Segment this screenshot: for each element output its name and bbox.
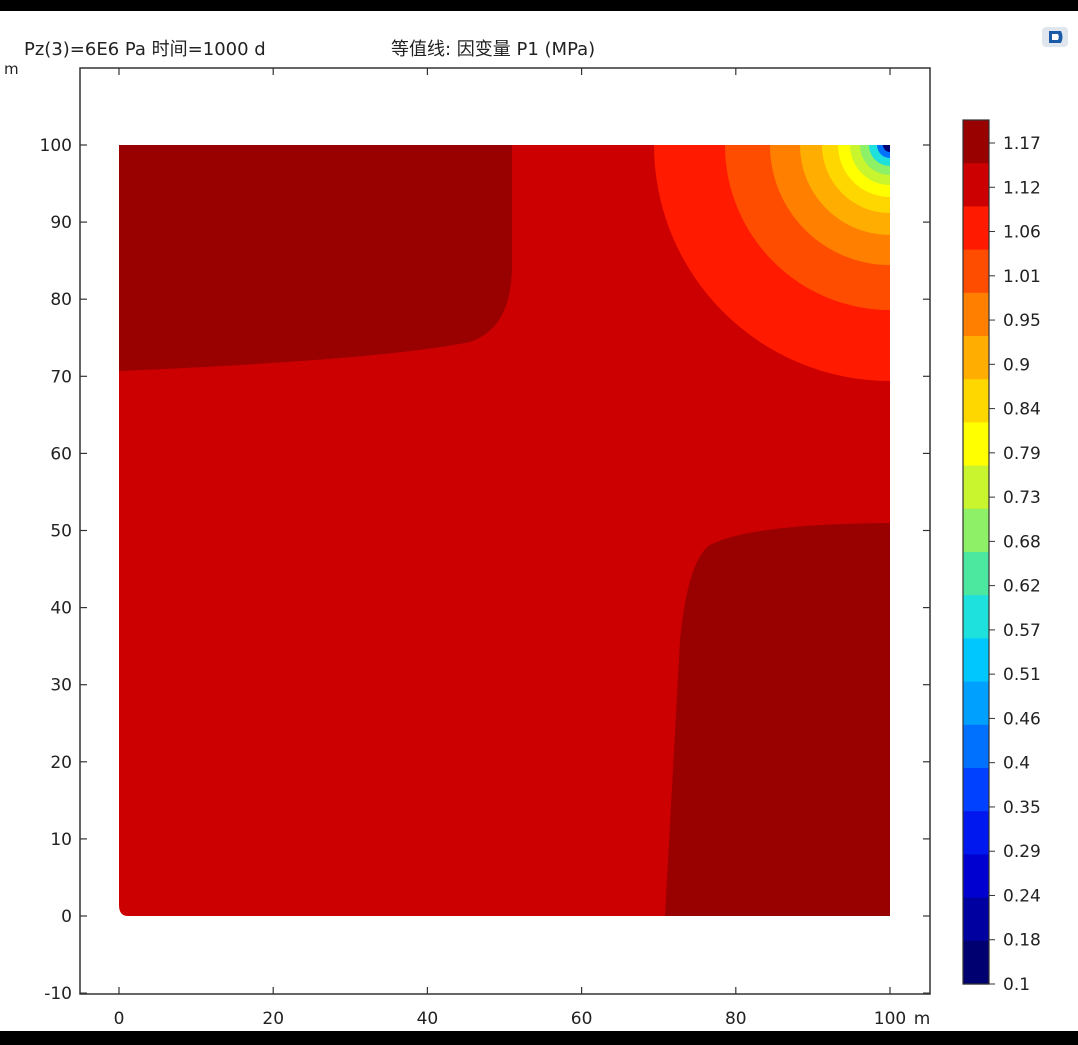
drawdown-rings — [654, 145, 890, 381]
colorbar-tick-label-12: 0.51 — [1003, 665, 1041, 685]
colorbar-tick-label-0: 1.17 — [1003, 134, 1041, 154]
y-tick-label-90: 90 — [50, 213, 72, 233]
y-tick-label-70: 70 — [50, 367, 72, 387]
y-tick-label-40: 40 — [50, 599, 72, 619]
x-tick-label-40: 40 — [417, 1009, 439, 1029]
region-upper-left-high — [119, 145, 512, 371]
y-tick-label-20: 20 — [50, 753, 72, 773]
colorbar-tick-label-17: 0.24 — [1003, 886, 1041, 906]
colorbar-tick-label-13: 0.46 — [1003, 709, 1041, 729]
bottom-black-bar — [0, 1031, 1078, 1045]
colorbar-band-2 — [963, 206, 989, 251]
colorbar-tick-label-3: 1.01 — [1003, 267, 1041, 287]
colorbar-band-5 — [963, 336, 989, 380]
colorbar-band-10 — [963, 552, 989, 596]
plot-parameter-label: Pz(3)=6E6 Pa 时间=1000 d — [24, 39, 266, 60]
y-tick-label-100: 100 — [40, 136, 72, 156]
ring-11 — [883, 145, 890, 152]
y-tick-label-60: 60 — [50, 444, 72, 464]
colorbar-tick-label-15: 0.35 — [1003, 798, 1041, 818]
colorbar-tick-label-2: 1.06 — [1003, 223, 1041, 243]
colorbar-band-0 — [963, 120, 989, 164]
colorbar-border — [962, 119, 990, 985]
colorbar-tick-label-7: 0.79 — [1003, 444, 1041, 464]
colorbar-band-11 — [963, 595, 989, 639]
colorbar-tick-label-4: 0.95 — [1003, 311, 1041, 331]
colorbar-tick-label-5: 0.9 — [1003, 355, 1030, 375]
y-tick-label--10: -10 — [44, 984, 72, 1004]
x-tick-label-100: 100 — [874, 1009, 906, 1029]
colorbar-tick-label-6: 0.84 — [1003, 400, 1041, 420]
colorbar-band-7 — [963, 422, 989, 467]
x-tick-label-20: 20 — [262, 1009, 284, 1029]
axis-ticks: 0 20 40 60 80 100 m -10 0 10 20 30 40 50 60 70 80 90 100 — [40, 68, 931, 1029]
x-tick-label-0: 0 — [114, 1009, 125, 1029]
x-tick-label-80: 80 — [725, 1009, 747, 1029]
y-tick-label-0: 0 — [61, 907, 72, 927]
y-tick-label-50: 50 — [50, 522, 72, 542]
x-unit-label: m — [914, 1009, 931, 1029]
colorbar-band-6 — [963, 379, 989, 423]
colorbar-tick-label-1: 1.12 — [1003, 178, 1041, 198]
colorbar-band-15 — [963, 768, 989, 812]
y-tick-label-10: 10 — [50, 830, 72, 850]
colorbar-band-3 — [963, 249, 989, 294]
colorbar-band-9 — [963, 508, 989, 553]
contour-field — [119, 145, 890, 916]
colorbar-band-19 — [963, 940, 989, 985]
colorbar-band-1 — [963, 163, 989, 207]
colorbar-band-13 — [963, 681, 989, 726]
region-lower-right-high — [665, 523, 890, 916]
app-logo-icon[interactable] — [1041, 25, 1069, 49]
colorbar-band-12 — [963, 638, 989, 683]
colorbar-band-4 — [963, 292, 989, 337]
y-tick-label-80: 80 — [50, 290, 72, 310]
y-unit-label: m — [4, 60, 19, 78]
colorbar-tick-label-11: 0.57 — [1003, 621, 1041, 641]
colorbar-band-18 — [963, 897, 989, 942]
y-tick-label-30: 30 — [50, 676, 72, 696]
colorbar-band-8 — [963, 465, 989, 510]
colorbar-tick-label-14: 0.4 — [1003, 754, 1030, 774]
colorbar-tick-label-19: 0.1 — [1003, 975, 1030, 995]
colorbar-tick-label-8: 0.73 — [1003, 488, 1041, 508]
colorbar: 1.17 1.12 1.06 1.01 0.95 0.9 0.84 0.79 0.73 0.68 0… — [963, 120, 1041, 995]
origin-notch — [119, 905, 128, 916]
top-black-bar — [0, 0, 1078, 11]
colorbar-tick-label-10: 0.62 — [1003, 577, 1041, 597]
colorbar-tick-label-16: 0.29 — [1003, 842, 1041, 862]
x-tick-label-60: 60 — [571, 1009, 593, 1029]
colorbar-band-17 — [963, 854, 989, 899]
plot-title: 等值线: 因变量 P1 (MPa) — [391, 39, 596, 60]
colorbar-tick-label-18: 0.18 — [1003, 931, 1041, 951]
colorbar-band-16 — [963, 811, 989, 855]
colorbar-tick-label-9: 0.68 — [1003, 532, 1041, 552]
colorbar-band-14 — [963, 724, 989, 769]
